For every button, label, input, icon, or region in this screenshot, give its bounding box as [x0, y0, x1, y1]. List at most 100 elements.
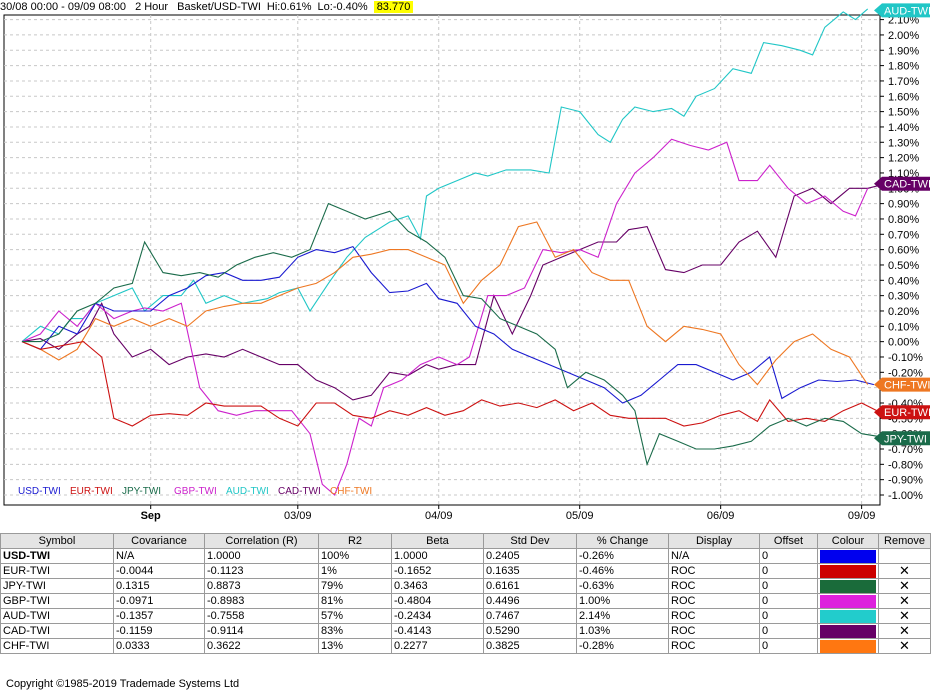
table-row[interactable]: CAD-TWI -0.1159 -0.9114 83% -0.4143 0.5290 1.0… — [0, 623, 931, 639]
price-chart[interactable]: 2.10% 2.00% 1.90% 1.80% 1.70% 1.60% 1.50% 1.40%… — [0, 0, 936, 530]
end-tag-label: CHF-TWI — [884, 380, 930, 392]
cell-change: -0.46% — [576, 563, 669, 579]
remove-icon[interactable]: ✕ — [878, 563, 931, 579]
column-header[interactable]: Correlation (R) — [204, 533, 319, 549]
y-tick-label: 0.00% — [888, 337, 919, 349]
cell-symbol: GBP-TWI — [0, 593, 114, 609]
y-tick-label: 0.60% — [888, 245, 919, 257]
y-tick-label: 0.80% — [888, 214, 919, 226]
end-tag-chf-twi — [874, 377, 930, 392]
cell-covariance: N/A — [113, 548, 205, 564]
cell-beta: -0.4804 — [391, 593, 484, 609]
y-tick-label: -0.20% — [888, 367, 923, 379]
colour-swatch[interactable] — [820, 594, 876, 608]
hi-value: Hi:0.61% — [266, 1, 312, 13]
column-header[interactable]: Beta — [391, 533, 484, 549]
end-tag-label: AUD-TWI — [884, 5, 931, 17]
cell-display: ROC — [668, 638, 760, 654]
plot-frame — [3, 14, 881, 506]
end-tag-label: EUR-TWI — [884, 407, 931, 419]
colour-swatch[interactable] — [820, 549, 876, 563]
end-tag-jpy-twi — [874, 431, 930, 446]
colour-swatch[interactable] — [820, 624, 876, 638]
x-axis: Sep 03/09 04/09 05/09 06/09 09/09 — [141, 505, 875, 522]
cell-colour[interactable] — [817, 578, 879, 594]
y-tick-label: 1.20% — [888, 153, 919, 165]
column-header[interactable]: % Change — [576, 533, 669, 549]
y-tick-label: -0.10% — [888, 352, 923, 364]
x-tick-label: 06/09 — [707, 510, 735, 522]
legend-item-usd-twi: USD-TWI — [18, 486, 61, 497]
cell-display: ROC — [668, 578, 760, 594]
chart-header: 30/08 00:00 - 09/09 08:00 2 Hour Basket/… — [0, 0, 419, 14]
cell-display: ROC — [668, 563, 760, 579]
cell-stddev: 0.7467 — [483, 608, 577, 624]
lo-value: Lo:-0.40% — [317, 1, 368, 13]
cell-covariance: -0.1357 — [113, 608, 205, 624]
table-row[interactable]: CHF-TWI 0.0333 0.3622 13% 0.2277 0.3825 -0.28%… — [0, 638, 931, 654]
column-header[interactable]: Std Dev — [483, 533, 577, 549]
interval: 2 Hour — [135, 1, 169, 13]
y-tick-label: -0.80% — [888, 459, 923, 471]
cell-symbol: EUR-TWI — [0, 563, 114, 579]
table-row[interactable]: GBP-TWI -0.0971 -0.8983 81% -0.4804 0.4496 1.0… — [0, 593, 931, 609]
colour-swatch[interactable] — [820, 564, 876, 578]
remove-icon[interactable]: ✕ — [878, 623, 931, 639]
legend-item-aud-twi: AUD-TWI — [226, 486, 269, 497]
end-tag-aud-twi — [874, 3, 930, 18]
series-line-cad-twi — [21, 183, 887, 401]
colour-swatch[interactable] — [820, 579, 876, 593]
column-header[interactable]: Display — [668, 533, 760, 549]
instrument: Basket/USD-TWI — [177, 1, 261, 13]
table-row[interactable]: AUD-TWI -0.1357 -0.7558 57% -0.2434 0.7467 2.1… — [0, 608, 931, 624]
remove-icon[interactable]: ✕ — [878, 593, 931, 609]
column-header[interactable]: Remove — [878, 533, 931, 549]
series-end-labels: AUD-TWI CAD-TWI CHF-TWI EUR-TWI JPY-TWI — [874, 3, 931, 446]
cell-colour[interactable] — [817, 563, 879, 579]
colour-swatch[interactable] — [820, 609, 876, 623]
column-header[interactable]: Symbol — [0, 533, 114, 549]
legend-item-cad-twi: CAD-TWI — [278, 486, 321, 497]
legend-item-jpy-twi: JPY-TWI — [122, 486, 161, 497]
cell-display: ROC — [668, 608, 760, 624]
cell-display: ROC — [668, 623, 760, 639]
cell-correlation: -0.7558 — [204, 608, 319, 624]
cell-colour[interactable] — [817, 593, 879, 609]
table-row[interactable]: JPY-TWI 0.1315 0.8873 79% 0.3463 0.6161 -0.63%… — [0, 578, 931, 594]
cell-offset: 0 — [759, 638, 818, 654]
remove-icon[interactable]: ✕ — [878, 638, 931, 654]
cell-stddev: 0.4496 — [483, 593, 577, 609]
cell-change: 1.00% — [576, 593, 669, 609]
cell-r2: 83% — [318, 623, 392, 639]
column-header[interactable]: Offset — [759, 533, 818, 549]
copyright-footer: Copyright ©1985-2019 Trademade Systems L… — [6, 678, 240, 690]
cell-change: -0.28% — [576, 638, 669, 654]
table-row[interactable]: USD-TWI N/A 1.0000 100% 1.0000 0.2405 -0.26% N/… — [0, 548, 931, 564]
table-row[interactable]: EUR-TWI -0.0044 -0.1123 1% -0.1652 0.1635 -0.4… — [0, 563, 931, 579]
cell-stddev: 0.6161 — [483, 578, 577, 594]
cell-r2: 100% — [318, 548, 392, 564]
chart-legend: USD-TWI EUR-TWI JPY-TWI GBP-TWI AUD-TWI CAD-T… — [18, 486, 372, 497]
cell-correlation: -0.9114 — [204, 623, 319, 639]
date-range: 30/08 00:00 - 09/09 08:00 — [0, 1, 126, 13]
cell-beta: -0.4143 — [391, 623, 484, 639]
series-line-jpy-twi — [22, 202, 881, 467]
cell-colour[interactable] — [817, 638, 879, 654]
cell-offset: 0 — [759, 623, 818, 639]
y-axis: 2.10% 2.00% 1.90% 1.80% 1.70% 1.60% 1.50% 1.40%… — [880, 15, 923, 502]
colour-swatch[interactable] — [820, 639, 876, 653]
remove-icon[interactable]: ✕ — [878, 608, 931, 624]
y-tick-label: 2.10% — [888, 15, 919, 27]
cell-colour[interactable] — [817, 623, 879, 639]
column-header[interactable]: R2 — [318, 533, 392, 549]
correlation-table: Symbol Covariance Correlation (R) R2 Beta Std… — [0, 533, 931, 654]
column-header[interactable]: Covariance — [113, 533, 205, 549]
cell-display: ROC — [668, 593, 760, 609]
column-header[interactable]: Colour — [817, 533, 879, 549]
cell-offset: 0 — [759, 548, 818, 564]
cell-colour[interactable] — [817, 608, 879, 624]
remove-icon[interactable]: ✕ — [878, 578, 931, 594]
cell-colour[interactable] — [817, 548, 879, 564]
cell-symbol: CHF-TWI — [0, 638, 114, 654]
series-line-chf-twi — [21, 221, 869, 386]
